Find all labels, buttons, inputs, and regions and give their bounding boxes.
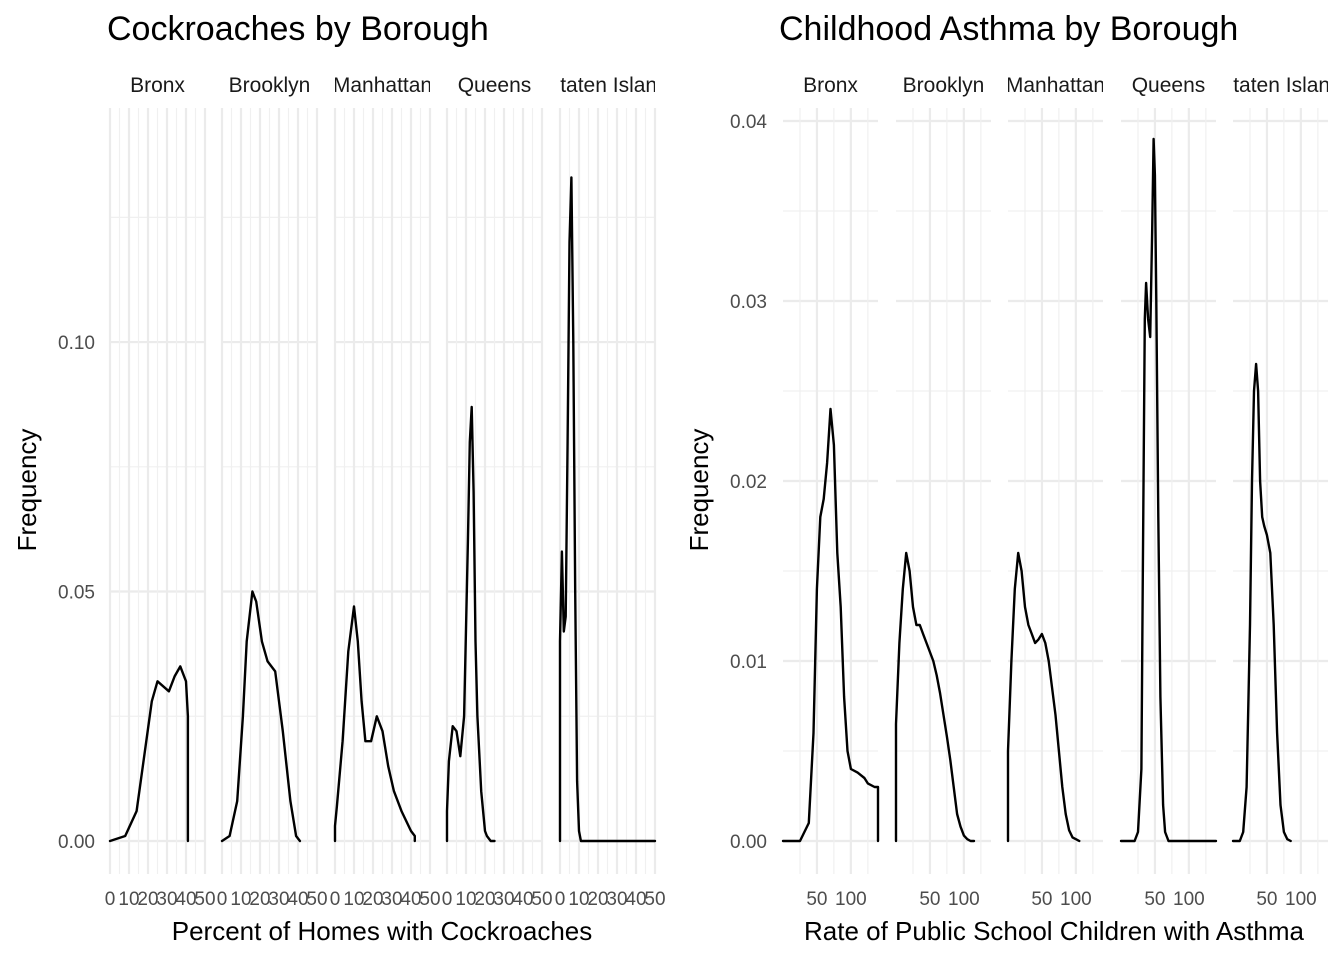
x-tick-label: 50 (644, 889, 665, 910)
x-tick-label: 10 (343, 889, 364, 910)
x-tick-label: 50 (1031, 889, 1052, 910)
facet-strip-label: Brooklyn (229, 74, 311, 97)
facet-strip-label: Bronx (803, 74, 858, 97)
y-tick-label: 0.05 (58, 583, 95, 604)
x-tick-label: 0 (105, 889, 116, 910)
x-tick-label: 40 (400, 889, 421, 910)
x-tick-label: 20 (249, 889, 270, 910)
facet-brooklyn: 50 100 Brooklyn (894, 74, 991, 910)
x-tick-label: 100 (835, 889, 867, 910)
density-line (108, 665, 190, 843)
chart-1: Cockroaches by Borough Frequency Percent o… (12, 10, 669, 946)
x-tick-label: 40 (175, 889, 196, 910)
x-tick-label: 30 (606, 889, 627, 910)
x-axis-label: Rate of Public School Children with Asth… (804, 916, 1305, 946)
facet-strip-label: Brooklyn (903, 74, 985, 97)
y-tick-label: 0.10 (58, 333, 95, 354)
y-tick-label: 0.02 (730, 472, 767, 493)
density-line (1006, 551, 1081, 843)
x-tick-label: 40 (287, 889, 308, 910)
density-line (333, 605, 416, 843)
x-tick-label: 20 (362, 889, 383, 910)
facet-staten-island: 50 100 Staten Island (1219, 74, 1342, 910)
x-tick-label: 100 (1285, 889, 1317, 910)
x-tick-label: 0 (217, 889, 228, 910)
x-tick-label: 40 (512, 889, 533, 910)
y-tick-label: 0.04 (730, 112, 767, 133)
x-tick-label: 100 (1173, 889, 1205, 910)
density-line (1119, 137, 1218, 843)
y-axis-label: Frequency (12, 429, 42, 552)
x-tick-label: 100 (1060, 889, 1092, 910)
x-tick-label: 50 (806, 889, 827, 910)
density-line (1231, 362, 1292, 843)
x-tick-label: 20 (137, 889, 158, 910)
chart-title: Childhood Asthma by Borough (779, 10, 1238, 48)
x-tick-label: 100 (948, 889, 980, 910)
y-tick-label: 0.03 (730, 292, 767, 313)
x-tick-label: 30 (268, 889, 289, 910)
x-tick-label: 20 (474, 889, 495, 910)
x-tick-label: 30 (493, 889, 514, 910)
facet-strip-label: Manhattan (1006, 74, 1105, 97)
y-tick-label: 0.00 (730, 832, 767, 853)
x-tick-label: 50 (1144, 889, 1165, 910)
facet-strip-label: Queens (458, 74, 532, 97)
x-tick-label: 30 (381, 889, 402, 910)
x-tick-label: 0 (330, 889, 341, 910)
x-tick-label: 10 (568, 889, 589, 910)
y-tick-label: 0.00 (58, 832, 95, 853)
x-tick-label: 50 (1256, 889, 1277, 910)
facet-manhattan: 50 100 Manhattan (1006, 74, 1105, 910)
facet-strip-label: Manhattan (333, 74, 432, 97)
x-tick-label: 50 (531, 889, 552, 910)
density-line (781, 407, 880, 843)
x-tick-label: 20 (587, 889, 608, 910)
x-tick-label: 50 (919, 889, 940, 910)
facet-bronx: 50 100 Bronx (781, 74, 880, 910)
facet-strip-label: Staten Island (1219, 74, 1342, 97)
x-tick-label: 0 (555, 889, 566, 910)
x-tick-label: 50 (194, 889, 215, 910)
facet-queens: 50 100 Queens (1119, 74, 1218, 910)
y-tick-label: 0.01 (730, 652, 767, 673)
density-line (220, 590, 302, 843)
facet-strip-label: Bronx (130, 74, 185, 97)
x-tick-label: 50 (306, 889, 327, 910)
x-tick-label: 10 (118, 889, 139, 910)
x-tick-label: 30 (156, 889, 177, 910)
x-tick-label: 40 (625, 889, 646, 910)
chart-title: Cockroaches by Borough (107, 10, 489, 48)
x-tick-label: 10 (230, 889, 251, 910)
density-line (558, 176, 657, 843)
x-axis-label: Percent of Homes with Cockroaches (172, 916, 593, 946)
x-tick-label: 50 (419, 889, 440, 910)
facet-strip-label: Queens (1132, 74, 1206, 97)
x-tick-label: 10 (455, 889, 476, 910)
x-tick-label: 0 (442, 889, 453, 910)
facet-strip-label: Staten Island (546, 74, 669, 97)
density-line (445, 405, 496, 843)
y-axis-label: Frequency (684, 429, 714, 552)
density-line (894, 551, 976, 843)
chart-2: Childhood Asthma by Borough Frequency Rate… (684, 10, 1342, 946)
